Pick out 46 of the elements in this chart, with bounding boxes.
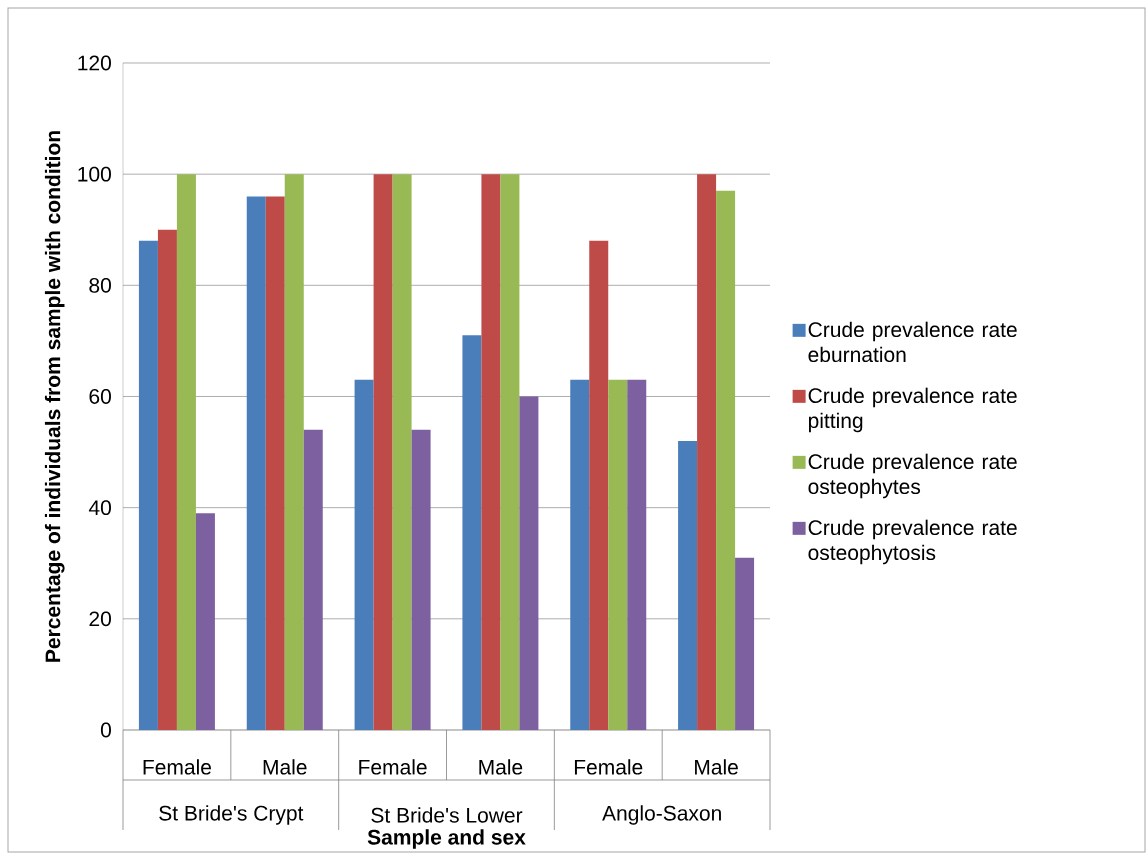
bar [519, 396, 539, 731]
bar [570, 379, 590, 731]
bar [735, 557, 755, 731]
y-tick-label: 120 [78, 55, 111, 71]
bar [462, 335, 482, 731]
legend-label: Crude prevalence rate eburnation [808, 321, 1017, 363]
bar [265, 196, 285, 731]
bar [678, 441, 698, 731]
y-axis-title: Percentage of individuals from sample with condition [44, 131, 65, 662]
x-tick-label: Male [479, 759, 523, 775]
y-tick-label: 80 [89, 278, 111, 293]
bar [481, 174, 501, 731]
bar [627, 379, 647, 731]
bar [697, 174, 717, 731]
legend-label: Crude prevalence rate pitting [808, 387, 1017, 433]
bar [392, 174, 412, 731]
bar [716, 190, 736, 731]
text: Anglo-Saxon [602, 805, 721, 825]
legend-label: Crude prevalence rate osteophytes [808, 453, 1017, 499]
bar [303, 429, 323, 731]
bar [500, 174, 520, 731]
x-axis-title: Sample and sex [367, 829, 526, 849]
bar [411, 429, 431, 731]
y-tick-label: 20 [89, 611, 111, 627]
legend-label: Crude prevalence rate osteophytosis [808, 519, 1017, 565]
y-tick-label: 40 [88, 500, 111, 516]
bar [157, 229, 177, 731]
text: St Bride's Crypt [159, 805, 304, 825]
y-tick-label: 60 [89, 389, 111, 405]
bar [354, 379, 374, 731]
bar [246, 196, 266, 731]
x-tick-label: Male [695, 759, 738, 775]
bar [284, 174, 304, 731]
y-tick-label: 0 [100, 722, 111, 738]
y-tick-label: 100 [78, 166, 111, 182]
text: St Bride's Lower [371, 807, 523, 823]
bar [589, 240, 609, 731]
bar [138, 240, 158, 731]
x-tick-label: Female [574, 759, 643, 775]
x-tick-label: Female [359, 759, 427, 775]
x-tick-label: Female [143, 759, 211, 775]
bar [176, 174, 196, 731]
bar [373, 174, 393, 731]
bar [195, 513, 215, 731]
bar [608, 379, 628, 731]
x-tick-label: Male [263, 759, 307, 775]
